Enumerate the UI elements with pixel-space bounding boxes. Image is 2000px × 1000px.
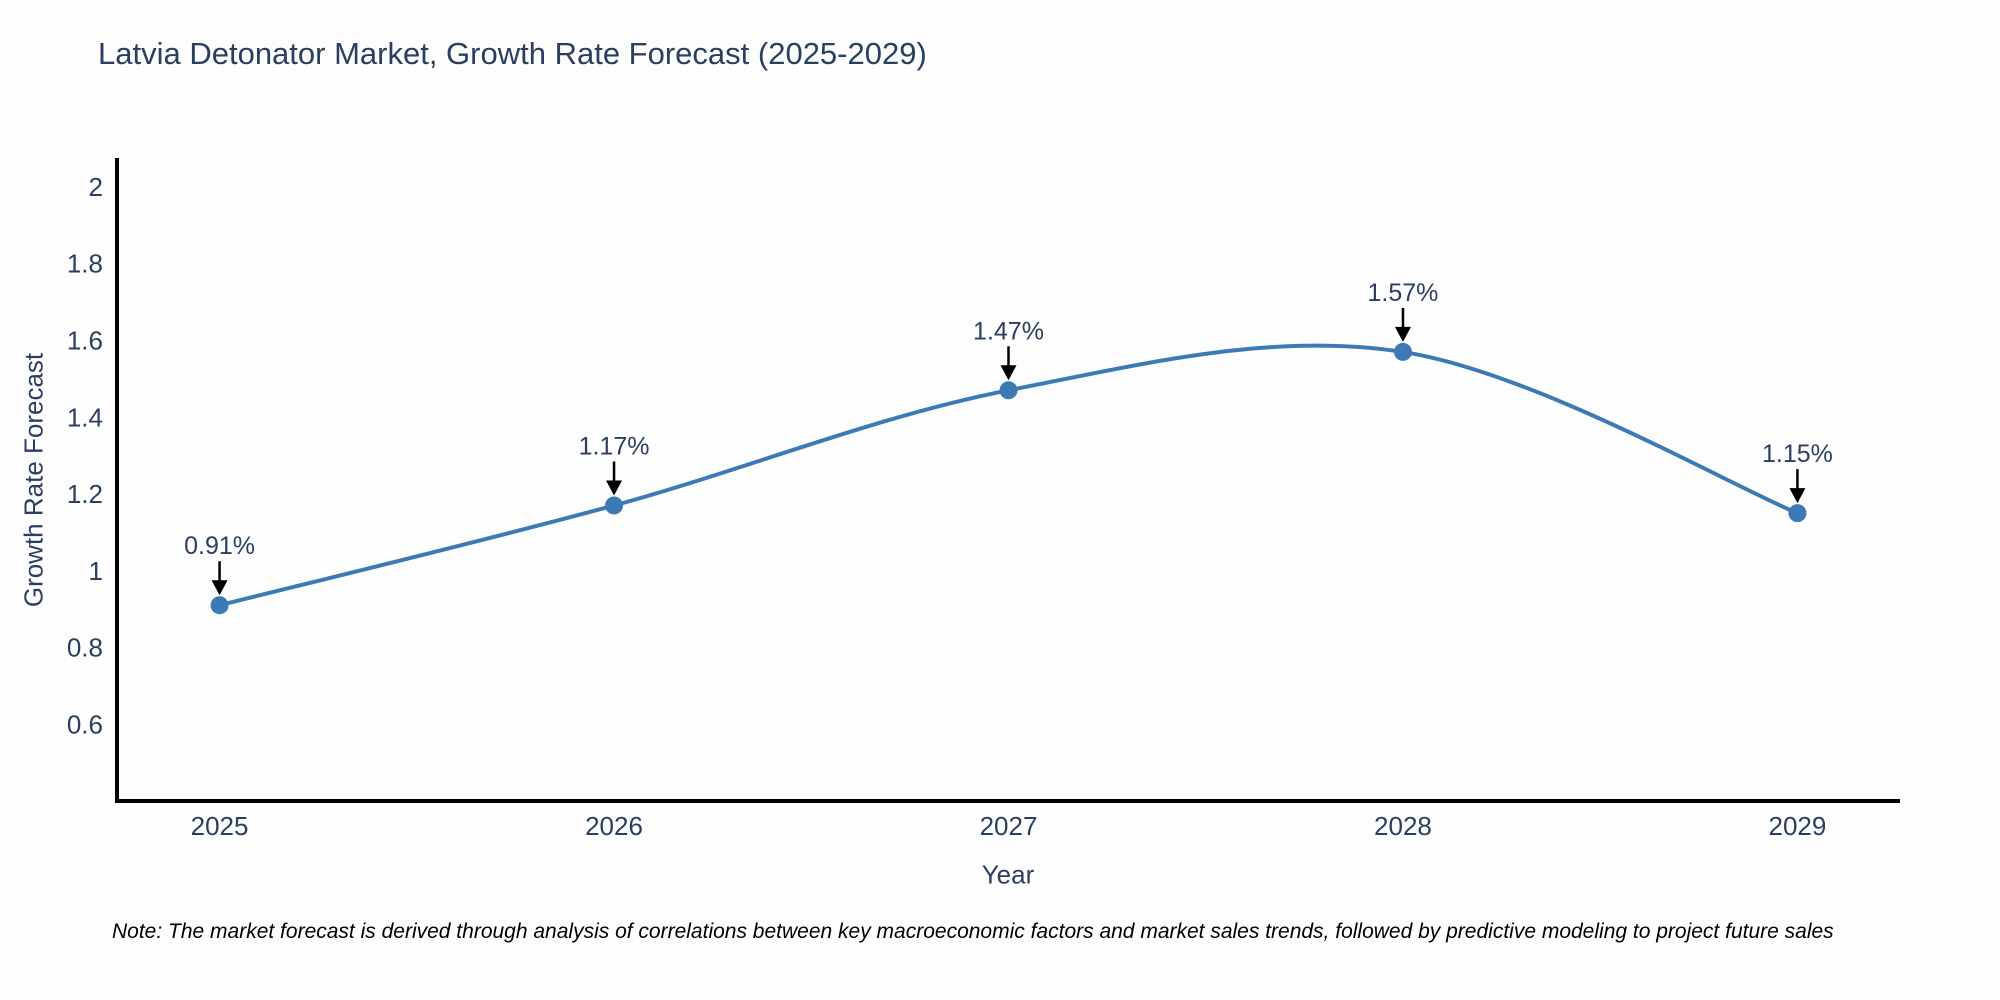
x-tick-label: 2028	[1374, 811, 1432, 841]
y-tick-label: 2	[89, 172, 103, 202]
chart-title: Latvia Detonator Market, Growth Rate For…	[98, 36, 927, 71]
data-point-2029	[1788, 504, 1807, 523]
y-tick-label: 1.8	[67, 249, 103, 279]
y-tick-label: 0.6	[67, 709, 103, 739]
y-tick-label: 1.6	[67, 326, 103, 356]
annotation-arrow-head	[606, 480, 623, 496]
data-point-2027	[999, 381, 1018, 400]
y-tick-label: 1	[89, 556, 103, 586]
x-tick-label: 2025	[191, 811, 249, 841]
x-tick-label: 2027	[980, 811, 1038, 841]
data-point-2026	[605, 496, 624, 515]
x-axis-title: Year	[981, 859, 1035, 890]
x-tick-label: 2029	[1769, 811, 1827, 841]
point-annotation: 1.47%	[973, 317, 1044, 345]
x-tick-label: 2026	[585, 811, 643, 841]
y-tick-label: 1.4	[67, 402, 103, 432]
point-annotation: 1.17%	[579, 432, 650, 460]
annotation-arrow-head	[1000, 365, 1017, 381]
point-annotation: 0.91%	[184, 532, 255, 560]
annotation-arrow-head	[1789, 488, 1806, 504]
point-annotation: 1.57%	[1368, 279, 1439, 307]
footnote: Note: The market forecast is derived thr…	[112, 920, 1834, 943]
annotation-arrow-head	[1394, 326, 1411, 342]
y-tick-label: 0.8	[67, 633, 103, 663]
data-point-2025	[210, 596, 229, 615]
annotation-arrow-head	[211, 580, 228, 596]
y-axis-title: Growth Rate Forecast	[18, 352, 49, 608]
point-annotation: 1.15%	[1762, 440, 1833, 468]
data-point-2028	[1393, 342, 1412, 361]
y-tick-label: 1.2	[67, 479, 103, 509]
